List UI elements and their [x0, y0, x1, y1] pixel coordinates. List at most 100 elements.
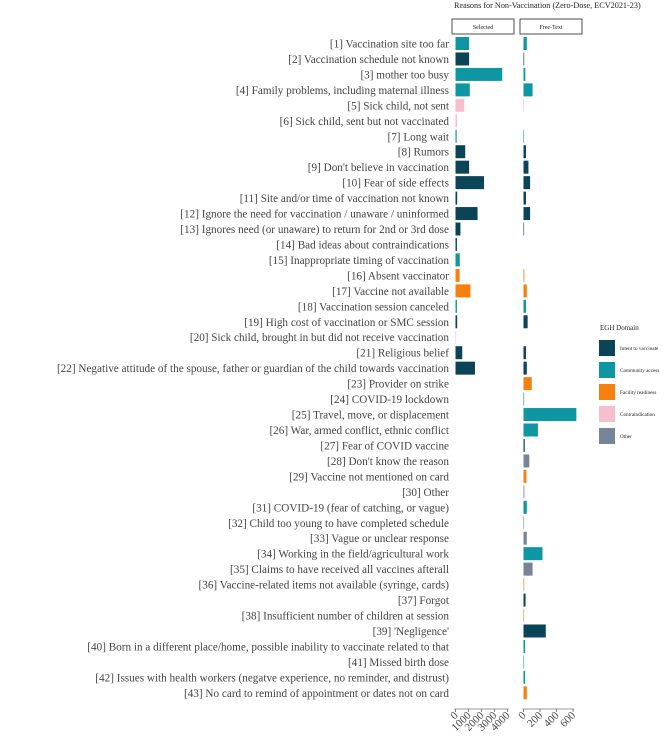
bar-selected	[455, 330, 457, 344]
bar-free-text	[523, 98, 525, 112]
category-label: [22] Negative attitude of the spouse, fa…	[57, 363, 449, 375]
panel-strip-label: Free-Text	[539, 25, 563, 31]
bar-free-text	[523, 160, 529, 174]
category-label: [6] Sick child, sent but not vaccinated	[280, 116, 450, 128]
bar-free-text	[523, 454, 530, 468]
bar-free-text	[523, 500, 527, 514]
category-label: [1] Vaccination site too far	[330, 39, 449, 51]
category-label: [15] Inappropriate timing of vaccination	[269, 255, 450, 267]
category-label: [17] Vaccine not available	[332, 286, 449, 298]
category-label: [13] Ignores need (or unaware) to return…	[180, 224, 449, 236]
bar-free-text	[523, 377, 532, 391]
category-label: [8] Rumors	[398, 147, 449, 159]
legend-label: Intent to vaccinate	[620, 346, 659, 352]
category-label: [40] Born in a different place/home, pos…	[87, 641, 450, 653]
bar-selected	[455, 145, 466, 159]
category-label: [2] Vaccination schedule not known	[288, 54, 449, 66]
bar-free-text	[523, 222, 525, 236]
category-label: [37] Forgot	[398, 595, 450, 607]
bar-free-text	[523, 361, 527, 375]
category-label: [35] Claims to have received all vaccine…	[230, 564, 449, 576]
bar-free-text	[523, 516, 525, 530]
panel-strip-free-text	[519, 18, 583, 35]
bar-free-text	[523, 207, 531, 221]
category-label: [23] Provider on strike	[347, 379, 449, 391]
bar-free-text	[523, 624, 546, 638]
category-label: [21] Religious belief	[356, 348, 449, 360]
bar-free-text	[523, 423, 538, 437]
category-label: [36] Vaccine-related items not available…	[199, 580, 450, 592]
category-label: [32] Child too young to have completed s…	[228, 518, 449, 530]
category-label: [28] Don't know the reason	[327, 456, 449, 468]
bar-free-text	[523, 438, 525, 452]
category-label: [29] Vaccine not mentioned on card	[289, 471, 449, 483]
bar-free-text	[523, 315, 528, 329]
category-label: [16] Absent vaccinator	[347, 270, 449, 282]
category-label: [43] No card to remind of appointment or…	[184, 688, 449, 700]
bar-free-text	[523, 176, 531, 190]
bar-selected	[455, 176, 485, 190]
bar-selected	[455, 284, 471, 298]
bar-free-text	[523, 392, 525, 406]
category-label: [12] Ignore the need for vaccination / u…	[180, 209, 449, 221]
category-label: [5] Sick child, not sent	[347, 100, 449, 112]
bar-free-text	[523, 485, 525, 499]
bar-free-text	[523, 655, 525, 669]
bar-free-text	[523, 346, 526, 360]
bar-free-text	[523, 670, 526, 684]
bar-free-text	[523, 145, 526, 159]
legend-label: Contraindication	[620, 412, 655, 418]
legend-label: Community access	[620, 368, 659, 374]
category-label: [33] Vague or unclear response	[310, 533, 449, 545]
category-label: [30] Other	[402, 487, 449, 499]
category-label: [24] COVID-19 lockdown	[330, 394, 449, 406]
category-label: [18] Vaccination session canceled	[298, 301, 449, 313]
bar-free-text	[523, 408, 577, 422]
category-label: [42] Issues with health workers (negatve…	[95, 672, 449, 684]
bar-selected	[455, 83, 470, 97]
bar-selected	[455, 315, 458, 329]
bar-free-text	[523, 129, 525, 143]
bar-free-text	[523, 686, 527, 700]
legend-swatch-intent-to-vaccinate	[599, 340, 615, 356]
bar-selected	[455, 114, 458, 128]
bar-free-text	[523, 547, 543, 561]
bar-selected	[455, 361, 475, 375]
bar-selected	[455, 37, 470, 50]
bar-selected	[455, 207, 478, 221]
category-label: [14] Bad ideas about contraindications	[276, 239, 449, 251]
legend-swatch-facility-readiness	[599, 384, 615, 400]
bar-selected	[455, 191, 458, 205]
bar-free-text	[523, 67, 526, 81]
category-label: [27] Fear of COVID vaccine	[320, 440, 449, 452]
category-label: [26] War, armed conflict, ethnic conflic…	[269, 425, 449, 437]
bar-selected	[455, 222, 461, 236]
bar-selected	[455, 129, 457, 143]
panel-strip-selected	[451, 18, 515, 35]
category-label: [39] 'Negligence'	[373, 626, 449, 638]
bar-selected	[455, 52, 470, 66]
chart-title: Reasons for Non-Vaccination (Zero-Dose, …	[454, 1, 641, 10]
category-label: [20] Sick child, brought in but did not …	[190, 332, 450, 344]
bar-selected	[455, 67, 503, 81]
legend-title: EGH Domain	[600, 324, 639, 332]
category-label: [31] COVID-19 (fear of catching, or vagu…	[252, 502, 449, 514]
bar-selected	[455, 253, 460, 267]
bar-free-text	[523, 562, 533, 576]
bar-free-text	[523, 299, 526, 313]
category-label: [10] Fear of side effects	[342, 178, 449, 190]
legend: EGH Domain Intent to vaccinate Community …	[599, 324, 659, 444]
category-label: [11] Site and/or time of vaccination not…	[240, 193, 450, 205]
bar-selected	[455, 268, 460, 282]
legend-label: Facility readiness	[620, 390, 656, 396]
bar-free-text	[523, 593, 526, 607]
bar-free-text	[523, 284, 527, 298]
bar-selected	[455, 299, 457, 313]
category-label: [41] Missed birth dose	[348, 657, 449, 669]
category-label: [7] Long wait	[387, 131, 449, 143]
bar-free-text	[523, 639, 526, 653]
bar-free-text	[523, 52, 525, 66]
bar-selected	[455, 160, 470, 174]
category-label: [9] Don't believe in vaccination	[308, 162, 450, 174]
